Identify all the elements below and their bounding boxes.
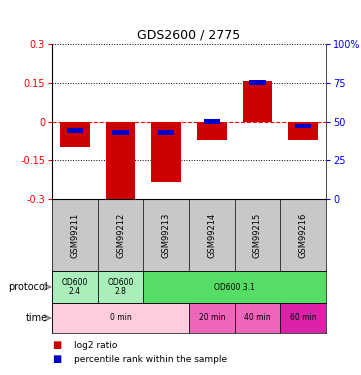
Text: 20 min: 20 min: [199, 314, 225, 322]
Bar: [143, 271, 326, 303]
Bar: [52, 271, 98, 303]
Text: GSM99214: GSM99214: [207, 212, 216, 258]
Text: 0 min: 0 min: [110, 314, 131, 322]
Bar: [280, 303, 326, 333]
Bar: [158, 130, 174, 135]
Text: GSM99212: GSM99212: [116, 212, 125, 258]
Bar: [197, 122, 227, 140]
Bar: [295, 124, 311, 129]
Text: 60 min: 60 min: [290, 314, 317, 322]
Text: percentile rank within the sample: percentile rank within the sample: [74, 354, 227, 363]
Bar: [204, 119, 220, 124]
Bar: [243, 81, 272, 122]
Bar: [60, 122, 90, 147]
Text: 40 min: 40 min: [244, 314, 271, 322]
Bar: [151, 122, 181, 182]
Bar: [106, 122, 135, 199]
Text: GSM99213: GSM99213: [162, 212, 171, 258]
Title: GDS2600 / 2775: GDS2600 / 2775: [138, 28, 241, 42]
Text: ■: ■: [52, 354, 61, 364]
Text: time: time: [26, 313, 48, 323]
Bar: [235, 303, 280, 333]
Bar: [189, 303, 235, 333]
Text: OD600
2.8: OD600 2.8: [107, 278, 134, 296]
Bar: [249, 80, 266, 85]
Text: GSM99215: GSM99215: [253, 212, 262, 258]
Text: GSM99216: GSM99216: [299, 212, 308, 258]
Bar: [112, 130, 129, 135]
Bar: [67, 129, 83, 133]
Text: OD600
2.4: OD600 2.4: [62, 278, 88, 296]
Text: OD600 3.1: OD600 3.1: [214, 282, 255, 291]
Text: log2 ratio: log2 ratio: [74, 340, 117, 350]
Bar: [52, 303, 189, 333]
Text: ■: ■: [52, 340, 61, 350]
Text: protocol: protocol: [8, 282, 48, 292]
Bar: [98, 271, 143, 303]
Text: GSM99211: GSM99211: [70, 212, 79, 258]
Bar: [288, 122, 318, 140]
